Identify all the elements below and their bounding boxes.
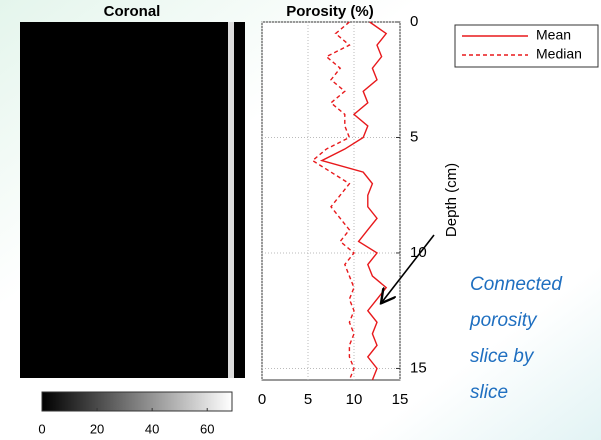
x-tick-label: 15 — [392, 391, 409, 408]
plot: 0 5 10 15 0 5 10 15 — [258, 13, 427, 408]
y-tick-label: 10 — [410, 244, 427, 261]
colorbar-tick-label: 40 — [145, 421, 159, 436]
x-tick-label: 5 — [304, 391, 312, 408]
annotation: slice by — [470, 346, 535, 367]
colorbar-tick-label: 60 — [200, 421, 214, 436]
colorbar-tick-label: 20 — [90, 421, 104, 436]
colorbar-ticks: 0 20 40 60 — [38, 408, 214, 436]
y-tick-label: 15 — [410, 359, 427, 376]
x-tick-label: 0 — [258, 391, 266, 408]
annotation: slice — [470, 382, 508, 403]
ct-edge — [228, 22, 234, 378]
image-title: Coronal — [104, 3, 161, 20]
y-tick-label: 0 — [410, 13, 418, 30]
colorbar-tick-label: 0 — [38, 421, 45, 436]
annotation-arrow — [382, 234, 435, 302]
series-line — [311, 21, 355, 381]
plot-area — [261, 21, 401, 381]
legend-label: Median — [536, 46, 582, 62]
series-line — [319, 21, 388, 381]
annotation: porosity — [469, 310, 538, 331]
legend-label: Mean — [536, 27, 571, 43]
annotation: Connected — [470, 274, 563, 295]
ct-texture — [44, 22, 228, 378]
colorbar — [41, 391, 233, 412]
x-tick-label: 10 — [346, 391, 363, 408]
legend — [454, 24, 599, 68]
y-axis-label: Depth (cm) — [443, 163, 460, 237]
chart-title: Porosity (%) — [286, 3, 374, 20]
y-tick-label: 5 — [410, 128, 418, 145]
